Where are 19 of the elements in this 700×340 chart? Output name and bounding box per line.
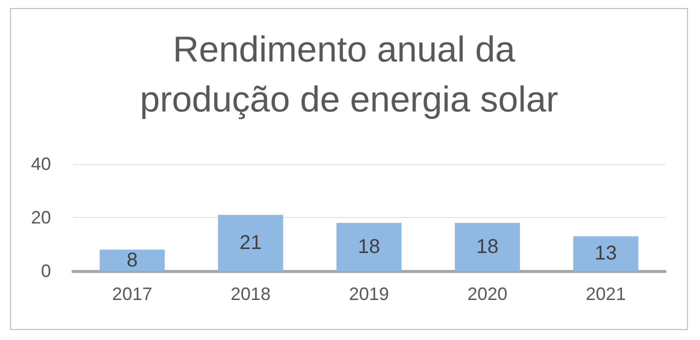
x-tick-label: 2018 [230, 284, 271, 304]
x-tick-label: 2020 [467, 284, 508, 304]
data-label: 13 [594, 242, 617, 265]
y-tick-label: 40 [30, 154, 51, 174]
x-tick-label: 2019 [348, 284, 390, 304]
data-label: 8 [126, 249, 138, 272]
bar [573, 236, 638, 271]
x-tick-label: 2021 [586, 284, 626, 304]
y-tick-label: 0 [40, 261, 51, 281]
bar [218, 214, 284, 271]
y-tick-label: 20 [30, 208, 51, 228]
bar [100, 250, 165, 271]
bar [454, 222, 520, 271]
chart-title: Rendimento anual da produção de energia solar [140, 28, 558, 120]
data-label: 18 [476, 236, 499, 258]
bar [336, 222, 402, 271]
data-label: 21 [239, 232, 262, 254]
data-label: 18 [358, 236, 380, 258]
x-tick-label: 2017 [112, 284, 152, 304]
